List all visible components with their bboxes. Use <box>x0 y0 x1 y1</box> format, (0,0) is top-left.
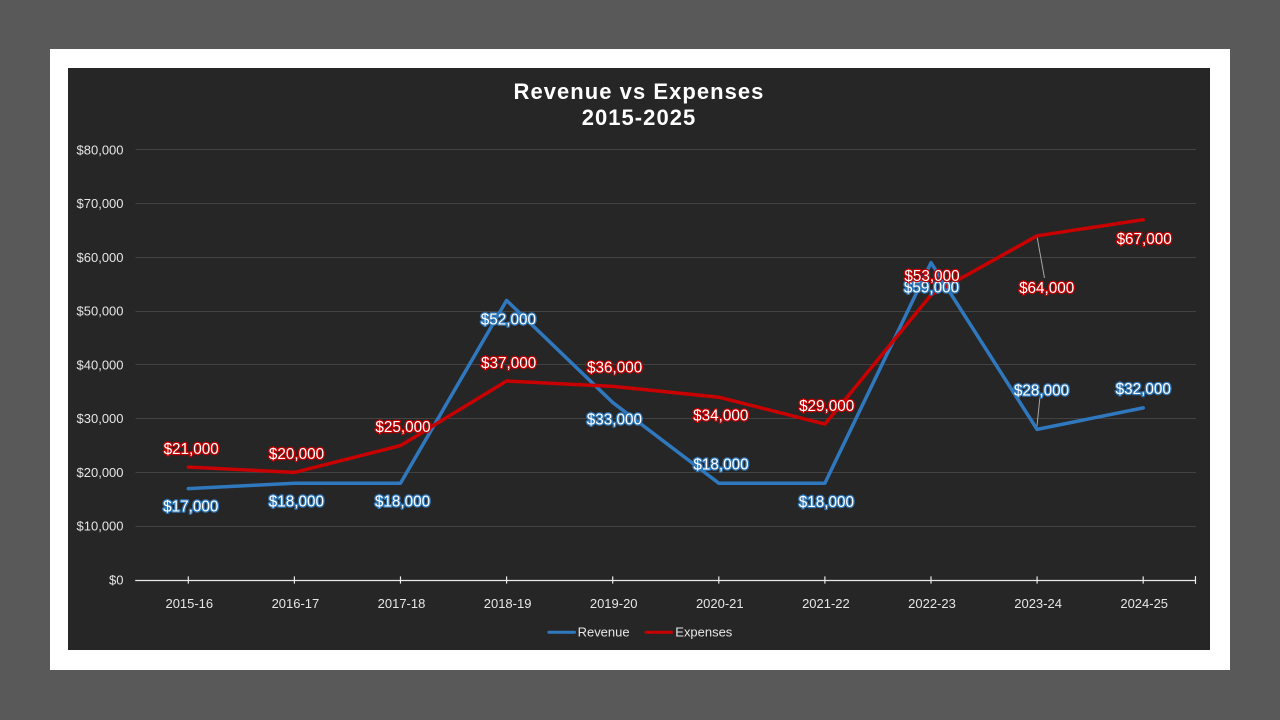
svg-text:$40,000: $40,000 <box>77 357 124 372</box>
svg-text:2017-18: 2017-18 <box>378 596 426 611</box>
svg-text:$25,000: $25,000 <box>375 419 430 436</box>
svg-text:$18,000: $18,000 <box>269 493 324 510</box>
svg-text:2022-23: 2022-23 <box>908 596 956 611</box>
svg-text:$64,000: $64,000 <box>1019 280 1074 297</box>
svg-text:$70,000: $70,000 <box>77 196 124 211</box>
svg-text:$21,000: $21,000 <box>164 441 219 458</box>
svg-text:Revenue vs Expenses: Revenue vs Expenses <box>514 79 765 104</box>
svg-text:2016-17: 2016-17 <box>272 596 320 611</box>
svg-text:$18,000: $18,000 <box>799 494 854 511</box>
svg-text:$50,000: $50,000 <box>77 304 124 319</box>
svg-text:2018-19: 2018-19 <box>484 596 532 611</box>
svg-text:Expenses: Expenses <box>675 625 733 640</box>
svg-text:$34,000: $34,000 <box>693 407 748 424</box>
svg-text:$30,000: $30,000 <box>77 411 124 426</box>
svg-text:Revenue: Revenue <box>578 625 630 640</box>
svg-text:$17,000: $17,000 <box>163 498 218 515</box>
svg-text:2020-21: 2020-21 <box>696 596 744 611</box>
svg-text:$80,000: $80,000 <box>77 142 124 157</box>
svg-text:$37,000: $37,000 <box>481 355 536 372</box>
svg-text:2019-20: 2019-20 <box>590 596 638 611</box>
svg-text:$20,000: $20,000 <box>269 446 324 463</box>
svg-text:$60,000: $60,000 <box>77 250 124 265</box>
svg-text:$20,000: $20,000 <box>77 465 124 480</box>
svg-text:2024-25: 2024-25 <box>1120 596 1168 611</box>
svg-text:2015-16: 2015-16 <box>165 596 213 611</box>
svg-text:$29,000: $29,000 <box>799 398 854 415</box>
svg-text:$59,000: $59,000 <box>904 280 959 297</box>
svg-text:2015-2025: 2015-2025 <box>582 105 697 130</box>
svg-text:$32,000: $32,000 <box>1116 381 1171 398</box>
svg-text:$53,000: $53,000 <box>904 268 959 285</box>
svg-text:$28,000: $28,000 <box>1014 382 1069 399</box>
svg-text:$10,000: $10,000 <box>77 519 124 534</box>
svg-text:$18,000: $18,000 <box>693 456 748 473</box>
svg-text:$18,000: $18,000 <box>375 493 430 510</box>
svg-text:2021-22: 2021-22 <box>802 596 850 611</box>
svg-text:$33,000: $33,000 <box>587 411 642 428</box>
svg-text:$0: $0 <box>109 572 123 587</box>
svg-text:2023-24: 2023-24 <box>1014 596 1062 611</box>
svg-text:$67,000: $67,000 <box>1117 231 1172 248</box>
svg-text:$52,000: $52,000 <box>481 312 536 329</box>
svg-text:$36,000: $36,000 <box>587 359 642 376</box>
